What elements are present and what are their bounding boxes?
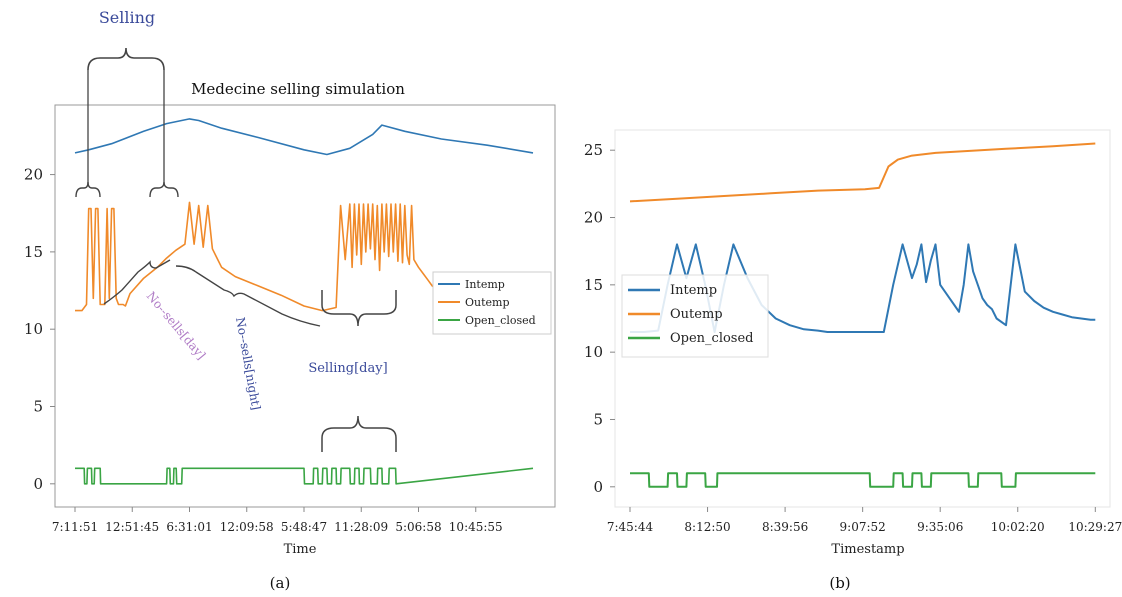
series-line-outemp-b xyxy=(629,142,1096,203)
legend-box-b xyxy=(621,274,769,358)
x-tick-label-a: 12:51:45 xyxy=(105,520,159,534)
x-tick-label-a: 10:45:55 xyxy=(449,520,503,534)
brace-selling-day-lower xyxy=(321,415,397,452)
brace-no-sells-night xyxy=(175,265,321,327)
panel-label-b: (b) xyxy=(829,574,850,592)
brace-no-sells-day xyxy=(103,259,171,305)
y-tick-label-a: 15 xyxy=(24,243,43,261)
brace-selling-top xyxy=(87,47,165,71)
chart-panel-a: 0 5 10 15 20 7:11:51 12:51:45 6:31:01 12:09:58 5… xyxy=(24,8,556,592)
series-line-open-closed-a xyxy=(75,467,534,485)
y-tick-label-a: 0 xyxy=(33,475,43,493)
legend-label-intemp-a: Intemp xyxy=(465,278,505,291)
annotation-selling: Selling xyxy=(99,8,155,27)
brace-selling-a1 xyxy=(75,181,101,198)
x-tick-label-b: 9:07:52 xyxy=(840,520,886,534)
x-tick-label-a: 6:31:01 xyxy=(166,520,212,534)
legend-b: Intemp Outemp Open_closed xyxy=(621,274,769,358)
panel-label-a: (a) xyxy=(270,574,291,592)
brace-selling-a2 xyxy=(149,181,179,198)
legend-a: Intemp Outemp Open_closed xyxy=(432,271,552,335)
y-ticks-b: 0 5 10 15 20 25 xyxy=(584,141,615,496)
x-axis-label-a: Time xyxy=(284,542,317,557)
x-tick-label-b: 8:12:50 xyxy=(684,520,730,534)
x-tick-label-a: 12:09:58 xyxy=(220,520,274,534)
x-ticks-b: 7:45:44 8:12:50 8:39:56 9:07:52 9:35:06 10:02… xyxy=(607,507,1122,534)
x-tick-label-b: 8:39:56 xyxy=(762,520,808,534)
x-tick-label-a: 7:11:51 xyxy=(52,520,98,534)
chart-title-a: Medecine selling simulation xyxy=(191,80,405,98)
legend-label-intemp-b: Intemp xyxy=(670,283,717,298)
chart-panel-b: 0 5 10 15 20 25 7:45:44 8:12:50 8:39:56 9:07:52 9… xyxy=(584,129,1122,592)
y-tick-label-a: 20 xyxy=(24,166,43,184)
x-ticks-a: 7:11:51 12:51:45 6:31:01 12:09:58 5:48:47 11:… xyxy=(52,507,503,534)
legend-label-outemp-a: Outemp xyxy=(465,296,510,309)
series-line-outemp-a xyxy=(75,201,442,312)
y-tick-label-b: 0 xyxy=(593,478,603,496)
y-tick-label-b: 20 xyxy=(584,209,603,227)
x-tick-label-b: 9:35:06 xyxy=(917,520,963,534)
x-tick-label-b: 7:45:44 xyxy=(607,520,654,534)
x-tick-label-b: 10:29:27 xyxy=(1068,520,1122,534)
y-tick-label-b: 5 xyxy=(593,410,603,428)
annotation-selling-day: Selling[day] xyxy=(308,361,387,376)
series-line-open-closed-b xyxy=(630,472,1096,488)
y-ticks-a: 0 5 10 15 20 xyxy=(24,166,55,493)
y-tick-label-b: 15 xyxy=(584,276,603,294)
legend-label-open-b: Open_closed xyxy=(670,331,754,346)
series-group-a xyxy=(74,118,534,485)
x-axis-label-b: Timestamp xyxy=(831,542,904,557)
x-tick-label-a: 11:28:09 xyxy=(334,520,388,534)
x-tick-label-a: 5:06:58 xyxy=(395,520,441,534)
series-line-intemp-a xyxy=(74,118,534,156)
brace-selling-day-upper xyxy=(321,290,397,327)
y-tick-label-a: 5 xyxy=(33,398,43,416)
y-tick-label-b: 10 xyxy=(584,343,603,361)
legend-label-open-a: Open_closed xyxy=(465,314,536,327)
legend-label-outemp-b: Outemp xyxy=(670,307,723,322)
y-tick-label-b: 25 xyxy=(584,141,603,159)
x-tick-label-a: 5:48:47 xyxy=(281,520,327,534)
x-tick-label-b: 10:02:20 xyxy=(991,520,1045,534)
y-tick-label-a: 10 xyxy=(24,320,43,338)
